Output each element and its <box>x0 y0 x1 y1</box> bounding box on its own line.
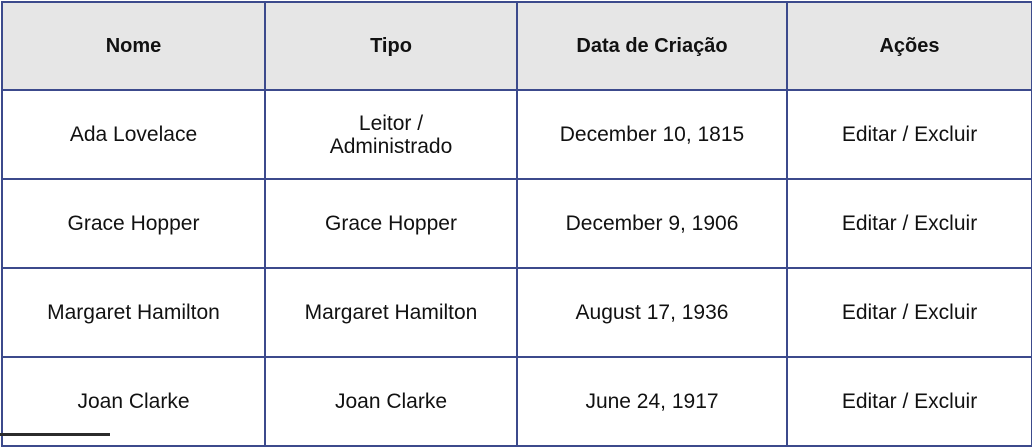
cell-nome: Margaret Hamilton <box>1 267 266 358</box>
cell-nome: Grace Hopper <box>1 178 266 269</box>
header-nome: Nome <box>1 1 266 91</box>
table-row: Margaret Hamilton Margaret Hamilton Augu… <box>1 267 1032 358</box>
cell-data-criacao: December 10, 1815 <box>516 89 788 180</box>
table-row: Joan Clarke Joan Clarke June 24, 1917 Ed… <box>1 356 1032 447</box>
cell-acoes[interactable]: Editar / Excluir <box>786 89 1032 180</box>
cell-tipo-text: Leitor / Administrado <box>329 111 453 158</box>
table-header-row: Nome Tipo Data de Criação Ações <box>1 1 1032 91</box>
cell-nome: Joan Clarke <box>1 356 266 447</box>
cell-tipo: Leitor / Administrado <box>264 89 518 180</box>
cell-acoes[interactable]: Editar / Excluir <box>786 267 1032 358</box>
bottom-edge-shadow <box>0 433 110 436</box>
cell-data-criacao: December 9, 1906 <box>516 178 788 269</box>
header-tipo: Tipo <box>264 1 518 91</box>
header-data-criacao: Data de Criação <box>516 1 788 91</box>
cell-acoes[interactable]: Editar / Excluir <box>786 178 1032 269</box>
cell-nome: Ada Lovelace <box>1 89 266 180</box>
header-acoes: Ações <box>786 1 1032 91</box>
cell-data-criacao: August 17, 1936 <box>516 267 788 358</box>
table-row: Ada Lovelace Leitor / Administrado Decem… <box>1 89 1032 180</box>
table-row: Grace Hopper Grace Hopper December 9, 19… <box>1 178 1032 269</box>
cell-tipo: Joan Clarke <box>264 356 518 447</box>
cell-acoes[interactable]: Editar / Excluir <box>786 356 1032 447</box>
cell-data-criacao: June 24, 1917 <box>516 356 788 447</box>
cell-tipo: Grace Hopper <box>264 178 518 269</box>
cell-tipo: Margaret Hamilton <box>264 267 518 358</box>
